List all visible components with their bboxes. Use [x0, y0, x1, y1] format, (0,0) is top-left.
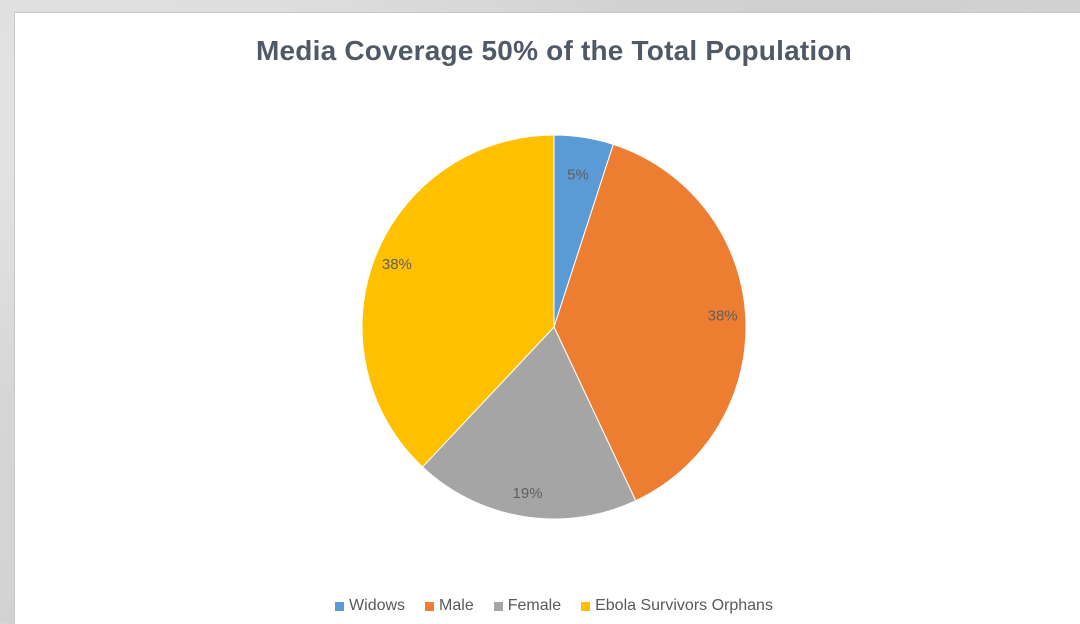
- pie-chart: 5% 38% 19% 38%: [361, 134, 747, 520]
- legend-label: Male: [439, 597, 474, 614]
- pie-slice-male: [553, 143, 747, 502]
- pie-data-label: 38%: [382, 256, 412, 273]
- legend-item-female: Female: [493, 597, 562, 615]
- pie-data-label: 19%: [513, 485, 543, 502]
- legend-label: Ebola Survivors Orphans: [595, 597, 773, 614]
- legend-swatch: [335, 601, 345, 611]
- pie-data-label: 38%: [708, 307, 738, 324]
- legend-label: Widows: [349, 597, 406, 614]
- legend-item-ebola-survivors-orphans: Ebola Survivors Orphans: [581, 597, 773, 615]
- legend-item-male: Male: [425, 597, 474, 615]
- chart-title: Media Coverage 50% of the Total Populati…: [256, 35, 852, 66]
- legend-item-widows: Widows: [335, 597, 405, 615]
- chart-area: Media Coverage 50% of the Total Populati…: [14, 12, 1080, 624]
- pie-slice-female: [421, 326, 637, 520]
- pie-data-label: 5%: [567, 166, 589, 183]
- legend-label: Female: [507, 597, 562, 614]
- legend-swatch: [581, 601, 591, 611]
- chart-legend: Widows Male Female Ebola Survivors Orpha…: [15, 597, 1080, 615]
- legend-swatch: [493, 601, 503, 611]
- pie-slice-ebola-survivors-orphans: [361, 134, 555, 468]
- legend-swatch: [425, 601, 435, 611]
